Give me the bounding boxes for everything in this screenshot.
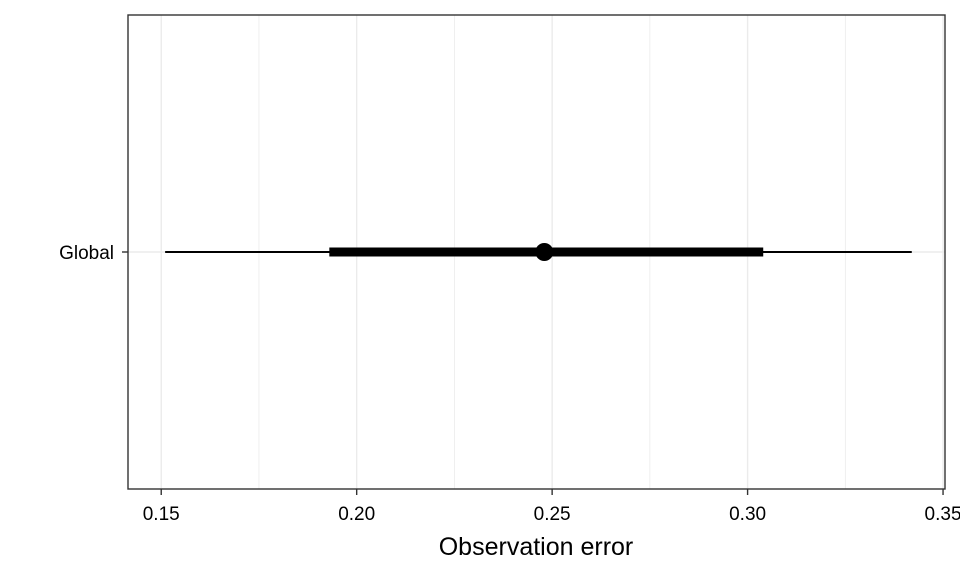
x-tick-label: 0.30 xyxy=(729,504,766,525)
x-axis-title: Observation error xyxy=(439,533,634,561)
x-tick-label: 0.25 xyxy=(534,504,571,525)
y-tick-label: Global xyxy=(59,243,114,264)
x-axis: 0.15 0.20 0.25 0.30 0.35 xyxy=(143,489,960,525)
marks xyxy=(165,243,912,261)
x-tick-label: 0.15 xyxy=(143,504,180,525)
point-estimate xyxy=(535,243,554,261)
y-axis: Global xyxy=(59,243,128,264)
x-tick-label: 0.35 xyxy=(925,504,960,525)
x-tick-label: 0.20 xyxy=(338,504,375,525)
